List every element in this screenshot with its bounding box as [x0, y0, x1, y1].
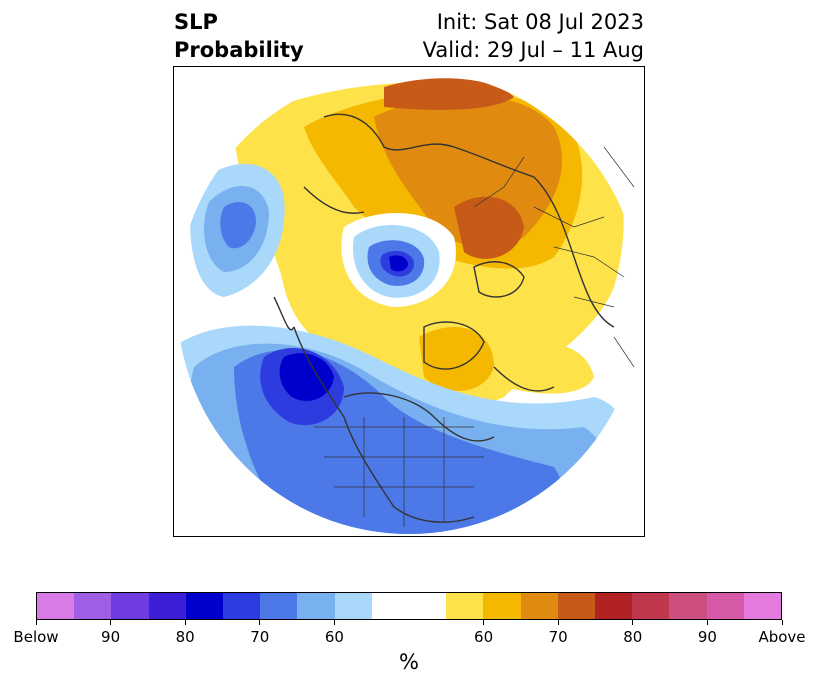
colorbar-swatch — [74, 593, 112, 619]
colorbar-tick — [35, 620, 37, 625]
colorbar-tick — [110, 620, 112, 625]
colorbar-tick — [333, 620, 335, 625]
colorbar-tick — [706, 620, 708, 625]
colorbar-tick-label: 80 — [623, 628, 643, 646]
colorbar-swatch — [632, 593, 670, 619]
eurasia-borders — [473, 146, 635, 368]
colorbar-swatch — [669, 593, 707, 619]
below-85-na — [279, 353, 334, 401]
colorbar-swatch — [148, 593, 186, 619]
init-date-label: Init: Sat 08 Jul 2023 — [436, 10, 644, 34]
colorbar-swatch — [446, 593, 484, 619]
below-70-pacific — [220, 202, 256, 249]
title-line-1: SLP — [174, 10, 218, 34]
colorbar-ticks — [35, 620, 783, 628]
colorbar-swatch — [706, 593, 744, 619]
colorbar-swatch — [297, 593, 335, 619]
valid-period-label: Valid: 29 Jul – 11 Aug — [422, 38, 644, 62]
colorbar-tick-label: 90 — [101, 628, 121, 646]
probability-field — [177, 70, 641, 534]
above-75-region — [454, 196, 524, 259]
colorbar-tick — [184, 620, 186, 625]
colorbar-tick-label: 60 — [324, 628, 344, 646]
map-subtitle: Init: Sat 08 Jul 2023 Valid: 29 Jul – 11… — [423, 8, 644, 64]
colorbar — [36, 592, 782, 620]
title-line-2: Probability — [174, 38, 304, 62]
colorbar-swatch — [185, 593, 224, 619]
colorbar-swatch — [334, 593, 372, 619]
colorbar-tick-label: 80 — [175, 628, 195, 646]
colorbar-tick — [483, 620, 485, 625]
colorbar-swatch — [409, 593, 447, 619]
colorbar-tick-label: 70 — [250, 628, 270, 646]
below-85-pole — [389, 255, 408, 272]
coastlines — [273, 113, 615, 523]
colorbar-units: % — [399, 650, 419, 674]
probability-map — [173, 66, 645, 537]
colorbar-tick-label: 90 — [697, 628, 717, 646]
colorbar-tick — [632, 620, 634, 625]
above-75-north — [384, 78, 514, 110]
us-state-lines — [314, 417, 484, 527]
colorbar-swatch — [520, 593, 558, 619]
colorbar-swatch — [557, 593, 596, 619]
map-title: SLP Probability — [174, 8, 304, 64]
map-canvas — [174, 67, 644, 536]
colorbar-swatch — [371, 593, 410, 619]
colorbar-tick-label: 60 — [474, 628, 494, 646]
colorbar-tick-label: Below — [13, 628, 59, 646]
colorbar-swatch — [111, 593, 149, 619]
colorbar-swatch — [743, 593, 782, 619]
colorbar-swatch — [37, 593, 75, 619]
colorbar-swatch — [595, 593, 633, 619]
colorbar-tick — [557, 620, 559, 625]
above-65-hudson — [419, 327, 494, 391]
colorbar-swatch — [483, 593, 521, 619]
colorbar-swatch — [260, 593, 298, 619]
colorbar-tick — [259, 620, 261, 625]
above-60-east — [504, 343, 594, 394]
colorbar-tick — [781, 620, 783, 625]
colorbar-swatch — [223, 593, 261, 619]
colorbar-tick-label: Above — [758, 628, 806, 646]
colorbar-tick-label: 70 — [548, 628, 568, 646]
